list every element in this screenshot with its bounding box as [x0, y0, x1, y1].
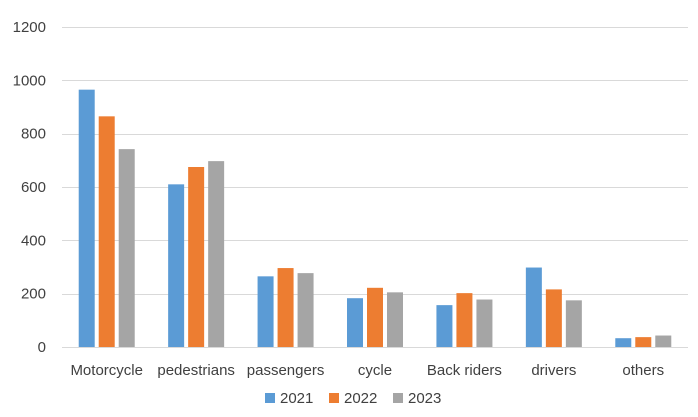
- legend-swatch-2022: [329, 393, 339, 403]
- y-tick-label-1200: 1200: [13, 19, 46, 36]
- x-category-label-others: others: [622, 362, 664, 379]
- bar-others-2022: [635, 337, 652, 347]
- y-axis-tick-labels: 0 200 400 600 800 1000 1200: [13, 19, 46, 356]
- y-tick-label-600: 600: [21, 179, 46, 196]
- bar-drivers-2023: [565, 300, 582, 347]
- x-category-label-cycle: cycle: [358, 362, 392, 379]
- bar-passengers-2023: [297, 273, 314, 347]
- bar-cycle-2022: [367, 287, 383, 347]
- y-tick-label-800: 800: [21, 126, 46, 143]
- bar-others-2021: [615, 338, 632, 347]
- bar-drivers-2022: [545, 289, 562, 347]
- bar-others-2023: [655, 335, 672, 347]
- bar-cycle-2023: [387, 292, 403, 347]
- bar-back-riders-2023: [476, 299, 493, 347]
- legend-label-2022: 2022: [344, 390, 377, 407]
- bar-motorcycle-2023: [118, 149, 135, 347]
- legend-swatch-2023: [393, 393, 403, 403]
- gridlines: [62, 27, 688, 348]
- bar-pedestrians-2022: [188, 167, 205, 347]
- bar-back-riders-2021: [436, 305, 453, 347]
- bar-back-riders-2022: [456, 293, 473, 347]
- y-tick-label-1000: 1000: [13, 72, 46, 89]
- bar-pedestrians-2023: [208, 161, 225, 347]
- x-category-label-back-riders: Back riders: [427, 362, 502, 379]
- x-axis-category-labels: Motorcycle pedestrians passengers cycle Back…: [70, 362, 664, 379]
- bar-passengers-2021: [257, 276, 274, 347]
- x-category-label-drivers: drivers: [531, 362, 576, 379]
- y-tick-label-0: 0: [38, 339, 46, 356]
- legend-swatch-2021: [265, 393, 275, 403]
- x-category-label-passengers: passengers: [247, 362, 325, 379]
- bar-pedestrians-2021: [168, 184, 185, 347]
- y-tick-label-400: 400: [21, 232, 46, 249]
- bar-cycle-2021: [347, 298, 363, 347]
- x-category-label-pedestrians: pedestrians: [157, 362, 235, 379]
- bar-drivers-2021: [525, 267, 542, 347]
- bar-motorcycle-2022: [98, 116, 115, 347]
- bars: [78, 89, 672, 348]
- bar-passengers-2022: [277, 268, 294, 347]
- bar-motorcycle-2021: [78, 89, 95, 348]
- y-tick-label-200: 200: [21, 286, 46, 303]
- x-category-label-motorcycle: Motorcycle: [70, 362, 143, 379]
- legend-label-2021: 2021: [280, 390, 313, 407]
- legend: 2021 2022 2023: [265, 390, 441, 407]
- legend-label-2023: 2023: [408, 390, 441, 407]
